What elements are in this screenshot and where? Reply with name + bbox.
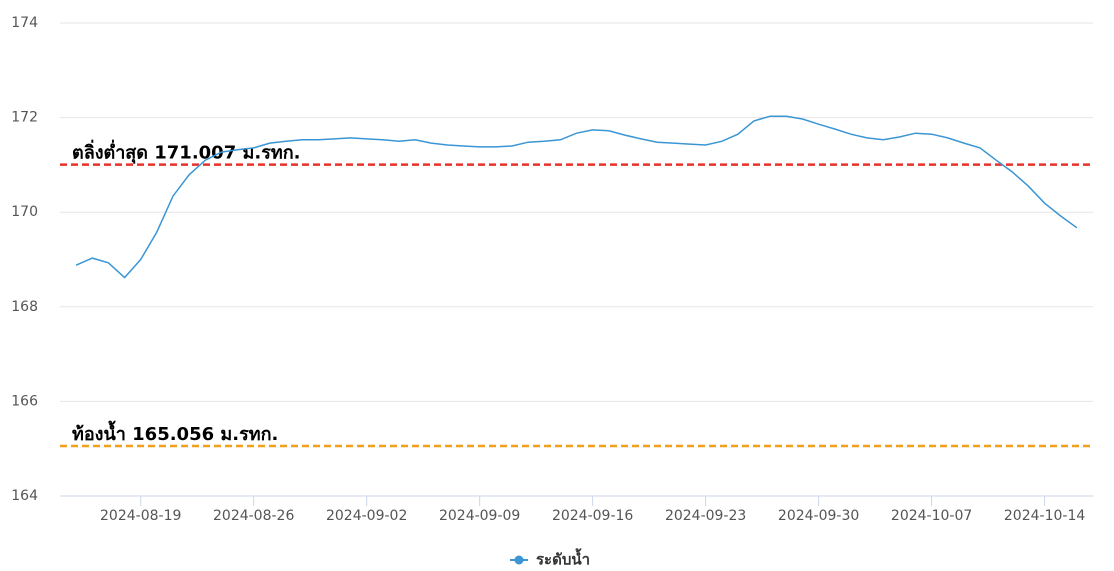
y-tick-label: 168 — [11, 299, 38, 315]
x-tick-label: 2024-09-30 — [778, 508, 859, 524]
legend-label: ระดับน้ำ — [536, 548, 590, 569]
x-tick-label: 2024-09-16 — [552, 508, 633, 524]
series-line — [75, 115, 1078, 279]
reference-label: ตลิ่งต่ำสุด 171.007 ม.รทก. — [72, 140, 300, 165]
reference-label: ท้องน้ำ 165.056 ม.รทก. — [72, 420, 278, 445]
y-tick-label: 166 — [11, 393, 38, 409]
y-tick-label: 170 — [11, 204, 38, 220]
y-tick-label: 174 — [11, 15, 38, 31]
y-tick-label: 164 — [11, 488, 38, 504]
x-tick-label: 2024-09-02 — [326, 508, 407, 524]
legend-marker — [514, 555, 524, 565]
x-tick-label: 2024-10-07 — [891, 508, 972, 524]
x-tick-label: 2024-10-14 — [1004, 508, 1085, 524]
x-tick-label: 2024-09-23 — [665, 508, 746, 524]
x-tick-label: 2024-08-19 — [100, 508, 181, 524]
x-tick-label: 2024-09-09 — [439, 508, 520, 524]
y-tick-label: 172 — [11, 110, 38, 126]
x-tick-label: 2024-08-26 — [213, 508, 294, 524]
